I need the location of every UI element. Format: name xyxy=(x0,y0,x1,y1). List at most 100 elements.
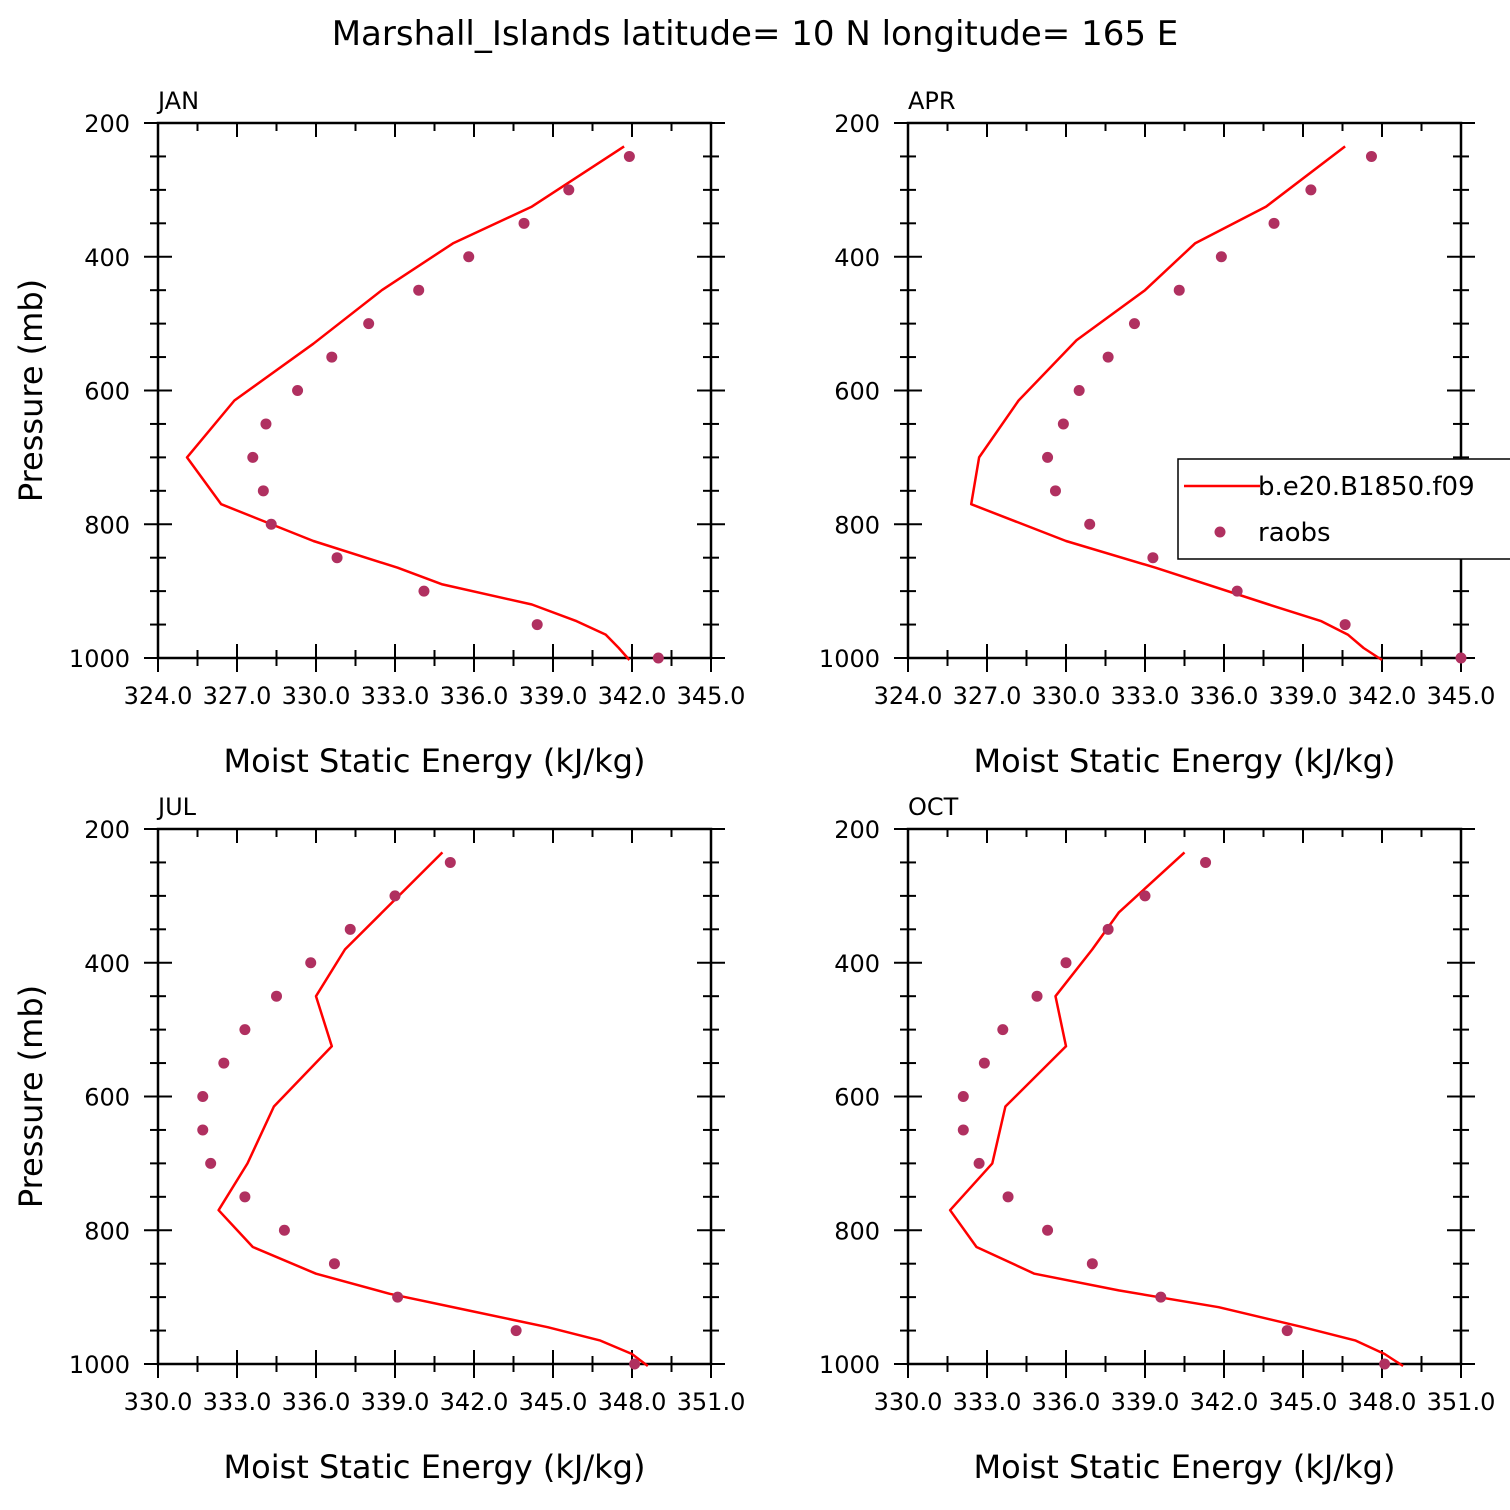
x-tick-label: 345.0 xyxy=(677,682,746,710)
y-tick-label: 1000 xyxy=(69,1351,130,1379)
model-line xyxy=(217,851,649,1367)
x-tick-label: 342.0 xyxy=(598,682,667,710)
raobs-point xyxy=(957,1124,969,1136)
raobs-point xyxy=(413,284,425,296)
x-tick-label: 345.0 xyxy=(1269,1388,1338,1416)
panel-title: JUL xyxy=(156,793,197,821)
raobs-point xyxy=(326,351,338,363)
x-tick-label: 324.0 xyxy=(124,682,193,710)
x-tick-label: 342.0 xyxy=(1348,682,1417,710)
figure-title: Marshall_Islands latitude= 10 N longitud… xyxy=(332,14,1179,54)
x-tick-label: 333.0 xyxy=(203,1388,272,1416)
x-tick-label: 327.0 xyxy=(953,682,1022,710)
y-tick-label: 600 xyxy=(84,378,130,406)
y-tick-label: 800 xyxy=(834,511,880,539)
y-tick-label: 1000 xyxy=(819,645,880,673)
raobs-point xyxy=(197,1091,209,1102)
x-tick-label: 327.0 xyxy=(203,682,272,710)
raobs-point xyxy=(1057,418,1069,430)
y-tick-label: 1000 xyxy=(69,645,130,673)
x-tick-label: 345.0 xyxy=(1427,682,1496,710)
legend-box xyxy=(1177,458,1510,560)
raobs-point xyxy=(1281,1325,1293,1337)
raobs-point xyxy=(1102,923,1114,935)
raobs-point xyxy=(260,418,272,430)
raobs-point xyxy=(978,1057,990,1069)
x-axis-label: Moist Static Energy (kJ/kg) xyxy=(974,742,1396,780)
x-tick-label: 333.0 xyxy=(1111,682,1180,710)
x-tick-label: 342.0 xyxy=(1190,1388,1259,1416)
raobs-point xyxy=(1084,518,1096,530)
panel-apr: 324.0 327.0 330.0 333.0 336.0 339.0 342.0 345.0… xyxy=(819,87,1495,780)
x-tick-label: 330.0 xyxy=(282,682,351,710)
x-axis-label: Moist Static Energy (kJ/kg) xyxy=(224,742,646,780)
panel-title: OCT xyxy=(908,793,959,821)
panel-title: APR xyxy=(908,87,956,115)
y-axis-label: Pressure (mb) xyxy=(12,985,50,1208)
panel-jan: 324.0 327.0 330.0 333.0 336.0 339.0 342.0 345.0… xyxy=(12,87,745,780)
raobs-point xyxy=(1215,251,1227,263)
y-tick-label: 400 xyxy=(84,244,130,272)
raobs-point xyxy=(1031,990,1043,1002)
plot-frame xyxy=(156,121,713,660)
legend-obs-swatch xyxy=(1214,526,1226,538)
x-tick-label: 348.0 xyxy=(1348,1388,1417,1416)
raobs-point xyxy=(463,251,475,263)
raobs-point xyxy=(510,1325,522,1337)
raobs-point xyxy=(1073,385,1085,396)
raobs-point xyxy=(629,1358,641,1370)
raobs-point xyxy=(205,1157,217,1169)
raobs-point xyxy=(271,990,282,1002)
y-tick-label: 200 xyxy=(84,110,130,138)
x-tick-label: 336.0 xyxy=(440,682,509,710)
x-tick-label: 339.0 xyxy=(1111,1388,1180,1416)
raobs-point xyxy=(1200,856,1212,868)
raobs-point xyxy=(1365,150,1377,162)
x-tick-label: 339.0 xyxy=(361,1388,430,1416)
x-tick-label: 330.0 xyxy=(1032,682,1101,710)
raobs-point xyxy=(418,585,430,597)
raobs-point xyxy=(1102,351,1114,363)
raobs-point xyxy=(973,1157,985,1169)
raobs-point xyxy=(1155,1291,1167,1303)
legend-model-label: b.e20.B1850.f09 xyxy=(1258,472,1475,502)
y-tick-label: 800 xyxy=(84,1217,130,1245)
x-tick-label: 333.0 xyxy=(953,1388,1022,1416)
x-tick-label: 324.0 xyxy=(874,682,943,710)
x-tick-label: 333.0 xyxy=(361,682,430,710)
raobs-point xyxy=(331,552,343,564)
raobs-point xyxy=(1173,284,1185,296)
plot-frame xyxy=(906,827,1463,1366)
x-tick-label: 339.0 xyxy=(519,682,588,710)
raobs-point xyxy=(563,184,575,196)
x-axis-label: Moist Static Energy (kJ/kg) xyxy=(224,1448,646,1486)
raobs-point xyxy=(239,1191,251,1203)
x-tick-label: 339.0 xyxy=(1269,682,1338,710)
x-tick-label: 330.0 xyxy=(874,1388,943,1416)
raobs-point xyxy=(247,451,259,463)
y-tick-label: 400 xyxy=(834,244,880,272)
raobs-point xyxy=(1128,318,1140,330)
x-tick-label: 336.0 xyxy=(282,1388,351,1416)
x-tick-label: 348.0 xyxy=(598,1388,667,1416)
y-tick-label: 1000 xyxy=(819,1351,880,1379)
y-tick-label: 400 xyxy=(84,950,130,978)
x-tick-label: 351.0 xyxy=(677,1388,746,1416)
x-tick-label: 336.0 xyxy=(1032,1388,1101,1416)
raobs-point xyxy=(278,1224,290,1236)
x-tick-label: 330.0 xyxy=(124,1388,193,1416)
raobs-point xyxy=(997,1024,1009,1036)
y-tick-label: 200 xyxy=(84,816,130,844)
y-axis-label: Pressure (mb) xyxy=(12,279,50,502)
raobs-point xyxy=(363,318,375,330)
raobs-point xyxy=(1305,184,1317,196)
y-tick-label: 800 xyxy=(84,511,130,539)
raobs-point xyxy=(652,652,664,664)
y-tick-label: 600 xyxy=(834,1084,880,1112)
raobs-point xyxy=(218,1057,230,1069)
raobs-point xyxy=(1086,1258,1098,1270)
raobs-point xyxy=(197,1124,209,1136)
panel-title: JAN xyxy=(156,87,199,115)
raobs-point xyxy=(1379,1358,1391,1370)
